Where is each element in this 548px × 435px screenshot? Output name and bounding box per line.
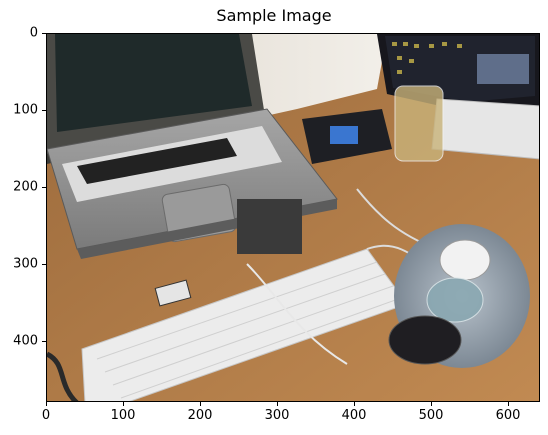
y-tick-mark [42, 264, 46, 265]
keyboard-keys [96, 261, 402, 399]
x-tick-mark [277, 402, 278, 406]
x-tick-mark [354, 402, 355, 406]
y-tick-label: 300 [13, 256, 38, 272]
image-axes [46, 33, 540, 402]
monitor-window [477, 54, 529, 84]
x-tick-label: 400 [341, 408, 367, 423]
y-tick-label: 100 [13, 102, 38, 118]
x-tick-mark [123, 402, 124, 406]
glass [394, 85, 444, 162]
x-tick-label: 600 [495, 408, 521, 423]
x-tick-mark [508, 402, 509, 406]
y-tick-mark [42, 341, 46, 342]
black-mouse [388, 315, 462, 365]
x-tick-mark [46, 402, 47, 406]
clear-mouse [426, 277, 484, 323]
desktop-icons [392, 42, 462, 74]
laptop-keys-dark [77, 138, 237, 184]
x-tick-mark [431, 402, 432, 406]
memory-card [154, 279, 192, 307]
cable-1 [246, 263, 348, 365]
photo-desk-scene [47, 34, 539, 401]
white-mouse [439, 239, 491, 281]
y-tick-label: 0 [29, 25, 38, 41]
keyboard-back [431, 98, 539, 160]
x-tick-mark [200, 402, 201, 406]
speaker-box [237, 199, 302, 254]
main-keyboard [81, 248, 408, 401]
y-tick-label: 400 [13, 333, 38, 349]
x-tick-label: 500 [418, 408, 444, 423]
figure-title: Sample Image [216, 6, 332, 25]
x-tick-label: 200 [187, 408, 213, 423]
blue-chip [330, 126, 358, 144]
x-tick-label: 100 [110, 408, 136, 423]
laptop-screen-inner [55, 34, 252, 132]
left-cable [47, 351, 79, 401]
y-tick-label: 200 [13, 179, 38, 195]
x-tick-label: 300 [264, 408, 290, 423]
y-tick-mark [42, 110, 46, 111]
y-tick-mark [42, 187, 46, 188]
y-tick-mark [42, 33, 46, 34]
x-tick-label: 0 [41, 408, 51, 423]
